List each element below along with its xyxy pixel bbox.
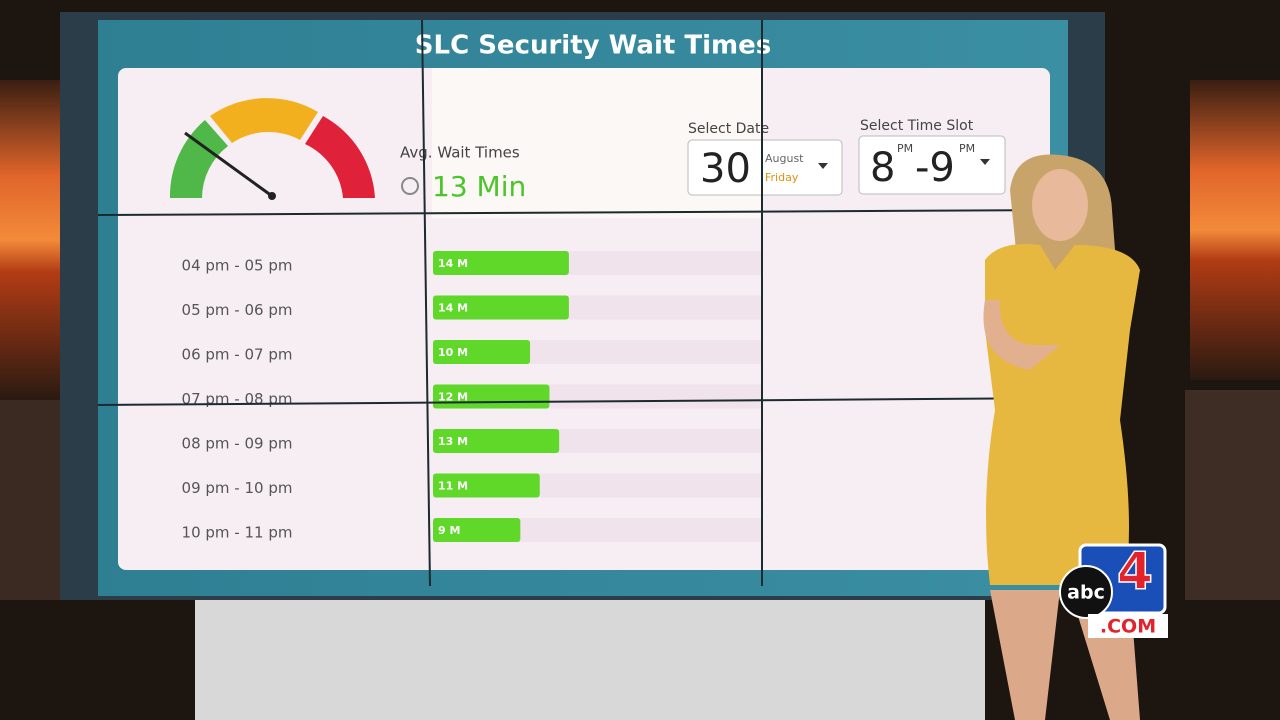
date-month: August [765,152,804,165]
category-label: 04 pm - 05 pm [182,257,293,275]
stone-right [1185,390,1280,600]
seam [97,209,1069,216]
gauge-red [305,116,375,198]
time-start: 8 [870,145,895,191]
station-logo: abc 4 .COM [1059,541,1168,638]
time-select[interactable] [858,135,1006,195]
category-label: 08 pm - 09 pm [182,435,293,453]
date-select[interactable] [687,139,843,196]
bar [433,251,569,275]
bar [433,429,560,453]
seam [97,397,1069,406]
title: SLC Security Wait Times [415,31,771,61]
studio-light-right [1190,80,1280,380]
presenter-dress [985,244,1140,585]
avg-label: Avg. Wait Times [400,144,520,162]
stage-riser [195,600,985,720]
screen-seams [97,19,1069,587]
time-start-suffix: PM [897,142,913,155]
logo-domain: .COM [1100,616,1156,638]
bar [433,340,531,364]
bar-value-label: 14 M [438,302,468,315]
presenter-face [1032,169,1088,241]
bar-value-label: 13 M [438,435,468,448]
category-label: 05 pm - 06 pm [182,301,293,319]
time-end: -9 [915,145,955,191]
bar-value-label: 12 M [438,391,468,404]
bar-value-label: 14 M [438,257,468,270]
date-caret [818,163,828,169]
bar [433,295,569,320]
seam [421,19,431,587]
gauge [169,98,375,200]
gauge-green [169,120,228,198]
logo-brand: abc [1067,582,1105,604]
category-label: 06 pm - 07 pm [182,346,293,364]
logo-domain-bg [1088,614,1168,638]
category-label: 09 pm - 10 pm [182,479,293,497]
category-label: 07 pm - 08 pm [182,390,293,408]
date-day: 30 [700,146,751,192]
bar [433,518,521,542]
date-weekday: Friday [765,171,799,184]
bar-chart: 04 pm - 05 pm 14 M 05 pm - 06 pm 14 M 06 pm … [182,251,763,542]
presenter [983,154,1140,720]
gauge-needle [184,131,273,198]
time-end-suffix: PM [959,142,975,155]
time-caret [980,159,990,165]
bar-value-label: 11 M [438,480,468,493]
logo-circle [1059,565,1113,619]
date-label: Select Date [688,121,769,137]
bar-value-label: 10 M [438,346,468,359]
bar [433,473,540,498]
category-label: 10 pm - 11 pm [182,524,293,542]
bar-value-label: 9 M [438,524,460,537]
gauge-yellow [210,98,318,143]
logo-number: 4 [1117,542,1153,602]
clock-icon [401,177,419,195]
gauge-hub [268,192,276,200]
avg-value: 13 Min [432,170,526,203]
presenter-arm [983,300,1060,370]
time-label: Select Time Slot [860,118,974,134]
